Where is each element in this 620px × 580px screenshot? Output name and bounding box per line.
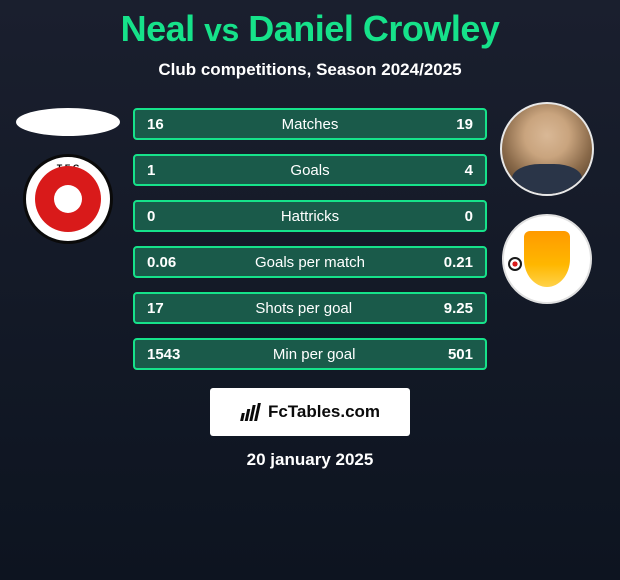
stat-right-value: 19	[456, 116, 473, 133]
player2-club-badge	[502, 214, 592, 304]
stat-left-value: 1	[147, 162, 155, 179]
stat-left-value: 17	[147, 300, 164, 317]
stat-right-value: 0.21	[444, 254, 473, 271]
player1-club-badge: T F C	[23, 154, 113, 244]
right-column	[492, 102, 602, 304]
vs-label: vs	[204, 12, 239, 48]
chart-icon	[240, 403, 262, 421]
branding-text: FcTables.com	[268, 402, 380, 422]
badge-inner	[35, 166, 101, 232]
stat-left-value: 0	[147, 208, 155, 225]
stat-row: 1543 Min per goal 501	[133, 338, 487, 370]
stat-row: 1 Goals 4	[133, 154, 487, 186]
badge-inner	[524, 231, 570, 287]
stat-right-value: 4	[465, 162, 473, 179]
badge-dot	[508, 257, 522, 271]
stat-row: 0.06 Goals per match 0.21	[133, 246, 487, 278]
left-column: T F C	[8, 108, 128, 244]
stat-label: Goals	[290, 162, 329, 179]
branding-badge: FcTables.com	[210, 388, 410, 436]
stat-right-value: 0	[465, 208, 473, 225]
comparison-content: T F C 16 Matches 19 1 Goals 4 0 Hattrick…	[0, 108, 620, 470]
stat-label: Hattricks	[281, 208, 339, 225]
player2-name: Daniel Crowley	[248, 8, 499, 49]
stat-right-value: 9.25	[444, 300, 473, 317]
player1-name: Neal	[121, 8, 195, 49]
stat-label: Goals per match	[255, 254, 365, 271]
stat-label: Min per goal	[273, 346, 356, 363]
stat-label: Matches	[282, 116, 339, 133]
stat-left-value: 16	[147, 116, 164, 133]
stats-table: 16 Matches 19 1 Goals 4 0 Hattricks 0 0.…	[133, 108, 487, 370]
player1-avatar	[16, 108, 120, 136]
stat-row: 0 Hattricks 0	[133, 200, 487, 232]
stat-row: 17 Shots per goal 9.25	[133, 292, 487, 324]
stat-left-value: 1543	[147, 346, 180, 363]
date-label: 20 january 2025	[0, 450, 620, 470]
comparison-title: Neal vs Daniel Crowley	[0, 0, 620, 50]
stat-label: Shots per goal	[255, 300, 352, 317]
stat-row: 16 Matches 19	[133, 108, 487, 140]
stat-right-value: 501	[448, 346, 473, 363]
player2-avatar	[500, 102, 594, 196]
stat-left-value: 0.06	[147, 254, 176, 271]
subtitle: Club competitions, Season 2024/2025	[0, 60, 620, 80]
